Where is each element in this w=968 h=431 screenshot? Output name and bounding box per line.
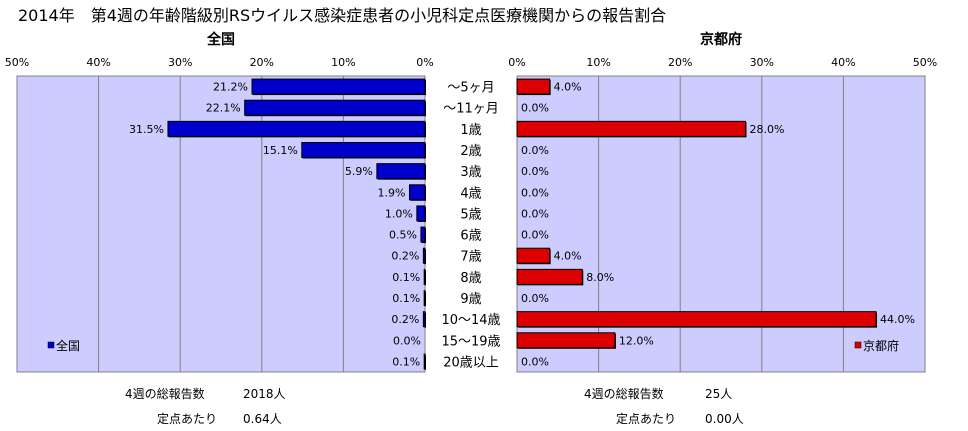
national-total-value: 2018人 — [243, 387, 286, 401]
national-bar — [301, 142, 426, 158]
national-legend-label: 全国 — [56, 338, 80, 353]
national-bar — [423, 268, 426, 285]
kyoto-legend-swatch — [854, 341, 862, 349]
national-data-label: 15.1% — [263, 144, 298, 157]
national-tick-label: 30% — [168, 56, 192, 69]
kyoto-data-label: 0.0% — [521, 144, 549, 157]
category-label: ～11ヶ月 — [443, 102, 499, 117]
kyoto-tick-label: 40% — [831, 56, 855, 69]
kyoto-legend-label: 京都府 — [863, 338, 899, 353]
kyoto-data-label: 0.0% — [521, 229, 549, 242]
national-data-label: 0.5% — [389, 229, 417, 242]
kyoto-data-label: 28.0% — [749, 123, 784, 136]
national-bar — [408, 184, 426, 201]
national-bar — [422, 311, 426, 328]
kyoto-data-label: 4.0% — [554, 81, 582, 94]
kyoto-tick-label: 30% — [750, 56, 774, 69]
category-label: 15～19歳 — [441, 334, 500, 349]
national-tick-label: 40% — [86, 56, 110, 69]
national-plot-area — [16, 75, 426, 373]
page-title: 2014年 第4週の年齢階級別RSウイルス感染症患者の小児科定点医療機関からの報… — [18, 6, 667, 25]
national-bar — [167, 120, 426, 137]
national-bar — [420, 226, 426, 243]
kyoto-tick-label: 50% — [913, 56, 937, 69]
kyoto-bar — [516, 332, 616, 349]
kyoto-data-label: 0.0% — [521, 207, 549, 220]
national-bar-shadow — [425, 270, 426, 286]
national-per-value: 0.64人 — [243, 412, 282, 426]
kyoto-bar — [516, 247, 551, 264]
kyoto-total-value: 25人 — [705, 387, 733, 401]
category-label: 9歳 — [460, 292, 481, 307]
kyoto-tick-label: 10% — [586, 56, 610, 69]
national-data-label: 5.9% — [345, 165, 373, 178]
kyoto-data-label: 0.0% — [521, 355, 549, 368]
kyoto-data-label: 0.0% — [521, 102, 549, 115]
kyoto-bar — [516, 268, 583, 285]
national-data-label: 0.0% — [393, 334, 421, 347]
kyoto-per-label: 定点あたり — [616, 412, 677, 426]
kyoto-tick-label: 0% — [508, 56, 525, 69]
national-data-label: 22.1% — [206, 102, 241, 115]
national-data-label: 0.1% — [392, 271, 420, 284]
national-per-label: 定点あたり — [157, 412, 218, 426]
national-data-label: 0.2% — [391, 313, 419, 326]
national-total-label: 4週の総報告数 — [125, 387, 205, 401]
national-data-label: 0.1% — [392, 292, 420, 305]
kyoto-tick-label: 20% — [668, 56, 692, 69]
kyoto-chart-title: 京都府 — [700, 31, 742, 48]
national-tick-label: 10% — [331, 56, 355, 69]
category-label: ～5ヶ月 — [447, 81, 494, 96]
category-label: 20歳以上 — [443, 355, 499, 370]
category-label: 10～14歳 — [441, 313, 500, 328]
category-label: 3歳 — [460, 165, 481, 180]
kyoto-total-label: 4週の総報告数 — [584, 387, 664, 401]
kyoto-bar — [516, 120, 746, 137]
national-bar — [416, 205, 426, 222]
category-label: 1歳 — [460, 123, 481, 138]
national-bar — [423, 290, 426, 306]
kyoto-data-label: 12.0% — [619, 334, 654, 347]
national-legend-swatch — [47, 341, 55, 349]
category-label: 8歳 — [460, 271, 481, 286]
national-bar — [423, 353, 426, 370]
kyoto-data-label: 0.0% — [521, 292, 549, 305]
national-bar — [376, 163, 426, 180]
category-label: 6歳 — [460, 229, 481, 244]
national-bar-shadow — [425, 291, 426, 307]
kyoto-data-label: 0.0% — [521, 165, 549, 178]
kyoto-data-label: 44.0% — [880, 313, 915, 326]
national-bar — [422, 247, 426, 264]
kyoto-bar — [516, 78, 551, 95]
category-label: 7歳 — [460, 250, 481, 265]
national-tick-label: 20% — [250, 56, 274, 69]
kyoto-per-value: 0.00人 — [705, 412, 744, 426]
national-bar — [244, 99, 426, 116]
national-tick-label: 0% — [416, 56, 433, 69]
national-tick-label: 50% — [5, 56, 29, 69]
national-data-label: 21.2% — [213, 81, 248, 94]
national-bar — [251, 78, 426, 95]
national-chart-title: 全国 — [206, 31, 235, 48]
national-data-label: 1.0% — [385, 207, 413, 220]
category-label: 4歳 — [460, 186, 481, 201]
national-data-label: 31.5% — [129, 123, 164, 136]
category-label: 2歳 — [460, 144, 481, 159]
national-data-label: 0.1% — [392, 355, 420, 368]
category-label: 5歳 — [460, 207, 481, 222]
kyoto-data-label: 8.0% — [586, 271, 614, 284]
national-bar-shadow — [425, 354, 426, 370]
kyoto-data-label: 0.0% — [521, 186, 549, 199]
national-data-label: 0.2% — [391, 250, 419, 263]
kyoto-data-label: 4.0% — [554, 250, 582, 263]
kyoto-bar — [516, 311, 877, 328]
national-data-label: 1.9% — [378, 186, 406, 199]
